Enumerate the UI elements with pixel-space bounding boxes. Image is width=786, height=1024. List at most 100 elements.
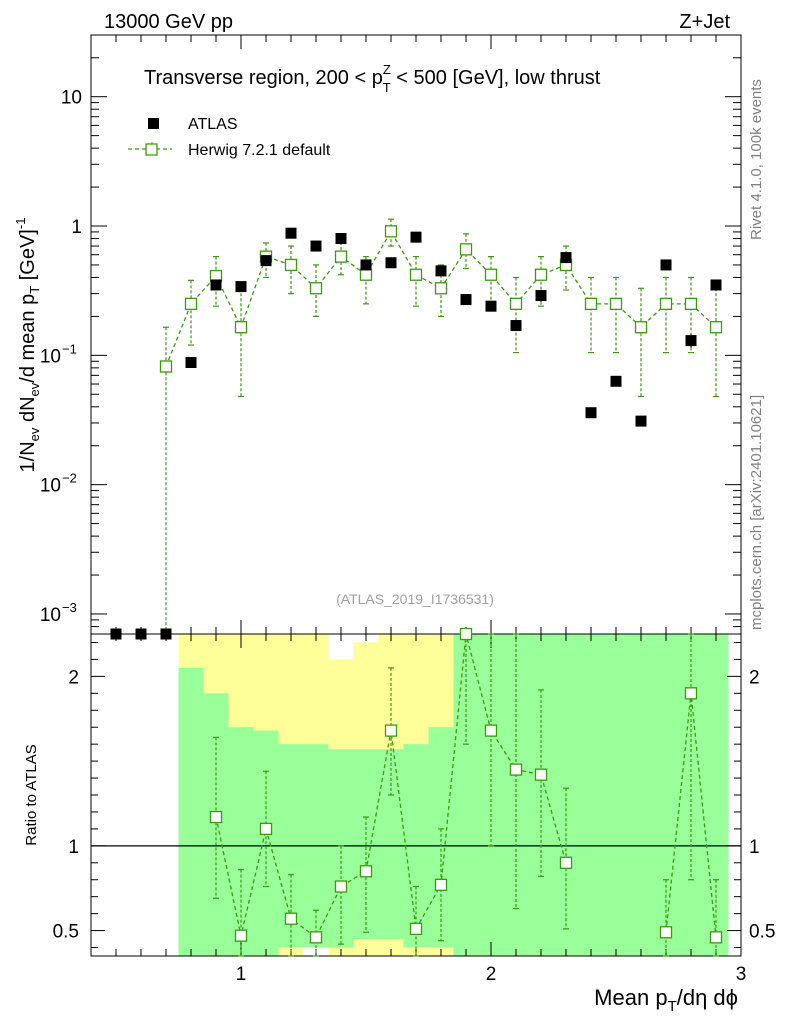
data-point	[435, 265, 447, 277]
mc-point	[309, 282, 323, 295]
data-point	[510, 320, 522, 332]
y-tick-label-exponent: −3	[62, 600, 77, 615]
legend-label-herwig: Herwig 7.2.1 default	[188, 142, 331, 159]
mc-point	[234, 321, 248, 334]
header-process: Z+Jet	[679, 11, 730, 33]
data-point	[385, 257, 397, 269]
data-point	[485, 300, 497, 312]
data-point	[285, 227, 297, 239]
ratio-tick-label-right: 1	[749, 837, 760, 858]
ratio-axis-label: Ratio to ATLAS	[23, 744, 40, 845]
ratio-point	[334, 880, 348, 893]
mc-point	[284, 258, 298, 272]
ratio-point	[309, 931, 323, 944]
ratio-point	[409, 922, 423, 936]
band-inner-bin	[578, 634, 604, 956]
chart-title: Transverse region, 200 < pZ T < 500 [GeV]…	[144, 62, 601, 95]
band-inner-bin	[453, 634, 479, 956]
mc-point	[534, 268, 548, 281]
y-tick-label: 10	[40, 346, 61, 367]
mc-point	[609, 297, 623, 311]
ratio-tick-label: 0.5	[53, 922, 79, 943]
data-point	[635, 415, 647, 427]
mc-point	[634, 321, 648, 334]
legend-marker-atlas	[148, 118, 159, 129]
ratio-point	[209, 810, 223, 824]
band-inner-bin	[378, 749, 404, 940]
y-tick-label: 10	[40, 476, 61, 497]
data-point	[260, 255, 272, 267]
analysis-id: (ATLAS_2019_I1736531)	[336, 591, 494, 607]
ratio-tick-label-right: 0.5	[749, 922, 775, 943]
ratio-point	[434, 878, 448, 891]
data-point	[110, 628, 122, 640]
mc-point	[384, 225, 398, 238]
x-tick-label: 3	[736, 964, 747, 985]
ratio-point	[509, 763, 523, 776]
x-axis-label: Mean pT/dη dϕ	[594, 985, 738, 1015]
mc-point	[484, 268, 498, 281]
mc-point	[584, 297, 598, 311]
mcplots-label: mcplots.cern.ch [arXiv:2401.10621]	[748, 395, 765, 630]
ratio-point	[459, 627, 473, 641]
data-point	[660, 259, 672, 271]
data-point	[710, 279, 722, 291]
mc-line	[165, 230, 717, 367]
y-tick-label-exponent: −1	[62, 341, 77, 356]
mc-point	[409, 268, 423, 281]
data-series	[110, 227, 722, 640]
legend-label-atlas: ATLAS	[188, 116, 238, 133]
ratio-point	[534, 768, 548, 781]
ratio-point	[384, 724, 398, 737]
x-tick-label: 2	[486, 964, 497, 985]
data-point	[560, 252, 572, 264]
data-point	[135, 628, 147, 640]
data-point	[210, 279, 222, 291]
ratio-point	[359, 865, 373, 878]
ratio-point	[709, 931, 723, 944]
mc-point	[434, 282, 448, 295]
data-point	[460, 294, 472, 306]
mc-point	[459, 243, 473, 256]
data-point	[585, 407, 597, 419]
y-axis-label: 1/Nev dNev/d mean pT [GeV]-1	[13, 218, 42, 473]
mc-point	[334, 250, 348, 263]
ratio-point	[684, 687, 698, 700]
rivet-label: Rivet 4.1.0, 100k events	[748, 79, 765, 240]
band-inner-bin	[178, 667, 204, 956]
mc-point	[509, 297, 523, 311]
band-inner-bin	[628, 634, 654, 956]
ratio-point	[284, 912, 298, 925]
legend: ATLAS Herwig 7.2.1 default	[128, 116, 331, 159]
data-point	[310, 240, 322, 252]
mc-point	[359, 268, 373, 281]
y-tick-label-exponent: −2	[62, 471, 77, 486]
band-inner-bin	[603, 634, 629, 956]
ratio-point	[259, 822, 273, 836]
mc-point	[159, 360, 173, 373]
mc-point	[659, 297, 673, 311]
mc-point	[709, 321, 723, 334]
data-point	[535, 290, 547, 302]
mc-point	[684, 297, 698, 311]
mc-point	[184, 297, 198, 311]
data-point	[235, 281, 247, 293]
data-point	[185, 357, 197, 369]
ratio-series	[209, 627, 723, 957]
legend-marker-herwig	[145, 143, 158, 156]
y-tick-label: 10	[61, 88, 82, 109]
x-tick-label: 1	[236, 964, 247, 985]
data-point	[360, 259, 372, 271]
ratio-point	[559, 856, 573, 869]
ratio-point	[659, 926, 673, 939]
header-energy: 13000 GeV pp	[104, 11, 233, 33]
y-tick-label: 10	[40, 605, 61, 626]
data-point	[610, 375, 622, 387]
ratio-tick-label: 2	[68, 667, 79, 688]
data-point	[685, 335, 697, 347]
data-point	[335, 233, 347, 245]
ratio-uncertainty-bands	[178, 634, 729, 956]
y-tick-label: 1	[71, 217, 82, 238]
data-point	[410, 231, 422, 243]
